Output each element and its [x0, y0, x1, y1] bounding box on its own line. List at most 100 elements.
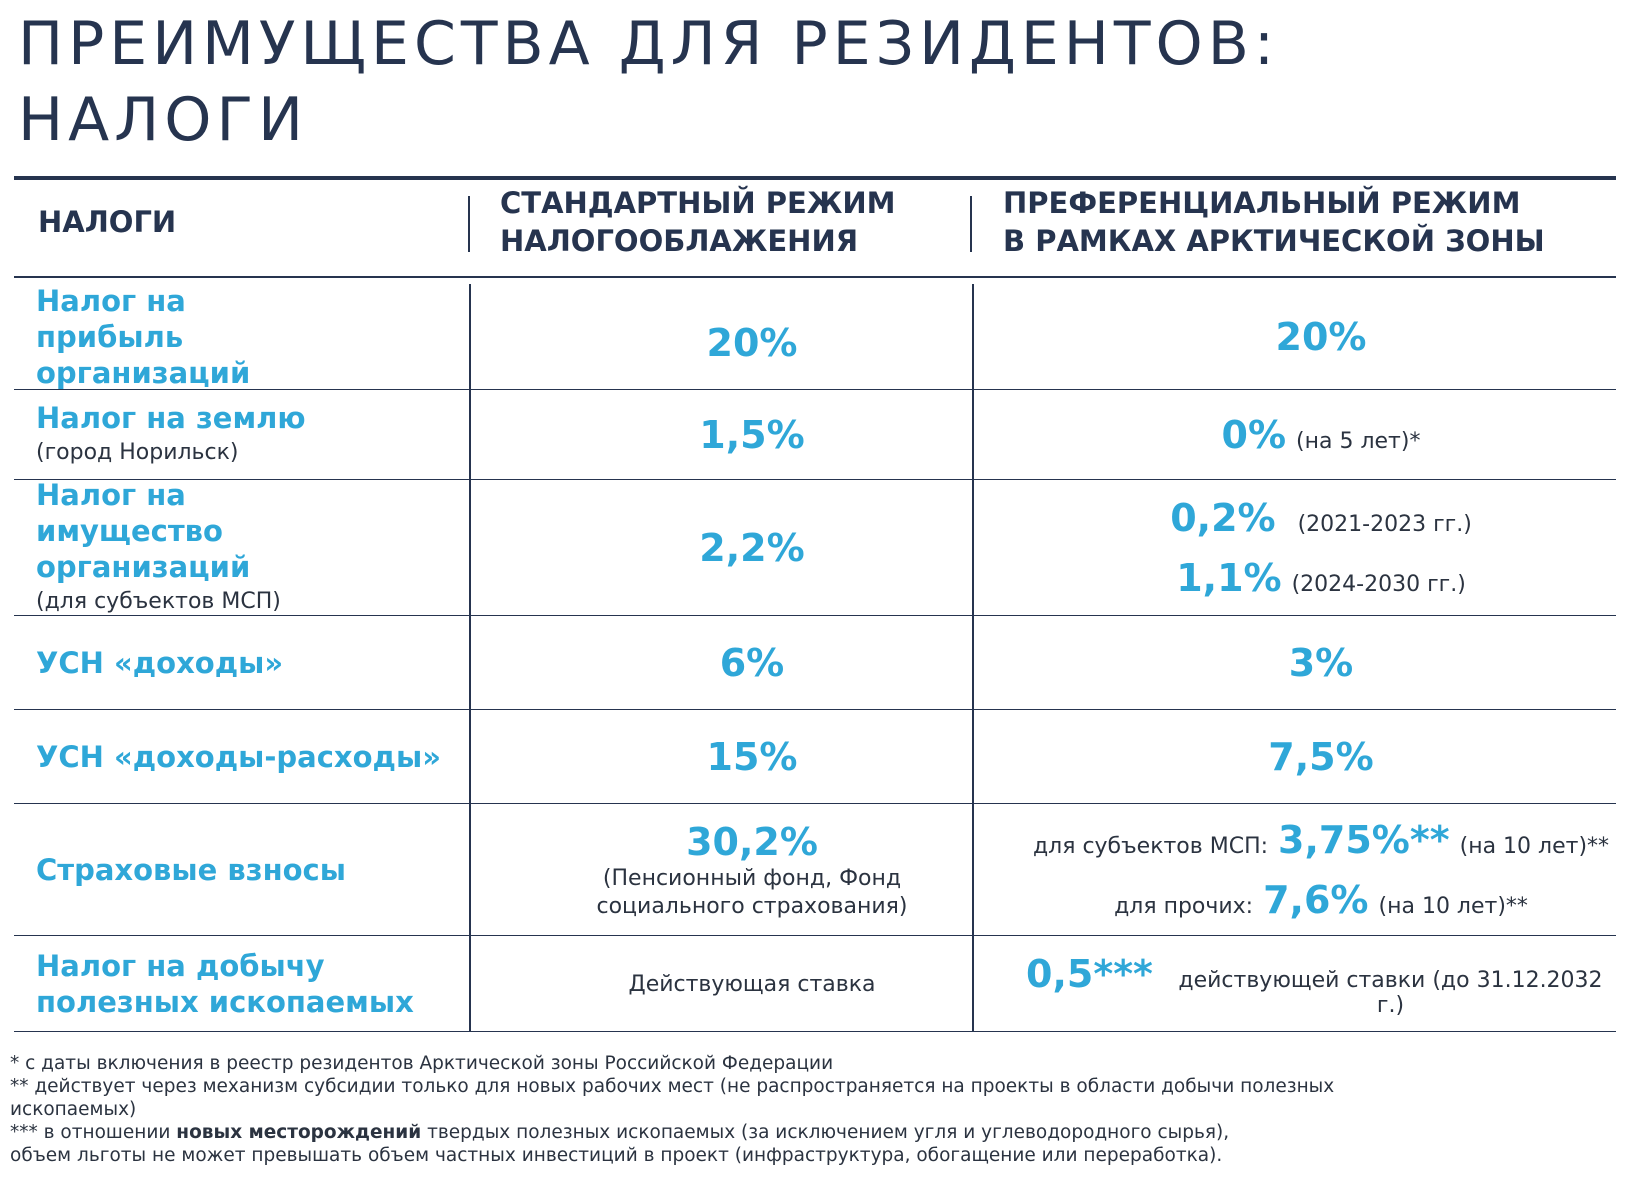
- standard-value: 2,2%: [699, 526, 805, 570]
- row-label: УСН «доходы-расходы»: [36, 740, 441, 774]
- preferential-value-2: 1,1%: [1176, 556, 1282, 600]
- preferential-value: 3%: [1288, 641, 1354, 685]
- column-separator: [972, 710, 974, 804]
- row-divider: [14, 1031, 1616, 1032]
- table-row-usn-income-expense: УСН «доходы-расходы» 15% 7,5%: [14, 710, 1616, 804]
- preferential-cell: 0,2% (2021-2023 гг.) 1,1% (2024-2030 гг.…: [1026, 480, 1616, 616]
- row-label: Налог на имущество организаций: [36, 478, 251, 584]
- page-title-line2: НАЛОГИ: [18, 85, 308, 155]
- standard-value: Действующая ставка: [628, 971, 876, 997]
- preferential-line-2: 1,1% (2024-2030 гг.): [1176, 555, 1466, 601]
- header-standard-line1: СТАНДАРТНЫЙ РЕЖИМ: [500, 186, 896, 220]
- row-label-cell: Страховые взносы: [36, 804, 476, 936]
- standard-note-line2: социального страхования): [596, 894, 908, 919]
- row-label-cell: Налог на имущество организаций (для субъ…: [36, 478, 476, 616]
- row-label-cell: УСН «доходы-расходы»: [36, 710, 476, 804]
- page-title-line1: ПРЕИМУЩЕСТВА ДЛЯ РЕЗИДЕНТОВ:: [18, 9, 1280, 79]
- table-row-mining-tax: Налог на добычу полезных ископаемых Дейс…: [14, 936, 1616, 1032]
- header-separator-1: [468, 196, 470, 252]
- preferential-cell: 0% (на 5 лет)*: [1026, 390, 1616, 480]
- row-label: Налог на прибыль организаций: [36, 284, 251, 390]
- table-row-property-tax: Налог на имущество организаций (для субъ…: [14, 478, 1616, 616]
- standard-value: 1,5%: [699, 413, 805, 457]
- preferential-prefix-2: для прочих:: [1114, 894, 1254, 919]
- preferential-note-1: (2021-2023 гг.): [1297, 512, 1472, 537]
- row-sublabel: (для субъектов МСП): [36, 589, 281, 614]
- standard-cell: 20%: [492, 284, 1012, 390]
- footnote-3-line1: *** в отношении новых месторождений твер…: [10, 1121, 1620, 1144]
- column-separator: [972, 390, 974, 480]
- header-standard-line2: НАЛОГООБЛАЖЕНИЯ: [500, 224, 859, 258]
- preferential-value-2: 7,6%: [1263, 878, 1369, 922]
- footnote-3-prefix: *** в отношении: [10, 1122, 171, 1143]
- preferential-line-1: 0,2% (2021-2023 гг.): [1170, 495, 1472, 541]
- standard-cell: Действующая ставка: [492, 936, 1012, 1032]
- column-separator: [972, 480, 974, 616]
- standard-value: 6%: [719, 641, 785, 685]
- table-top-rule: [14, 176, 1616, 180]
- standard-cell: 2,2%: [492, 480, 1012, 616]
- preferential-value: 20%: [1275, 315, 1367, 359]
- preferential-note: действующей ставки (до 31.12.2032 г.): [1178, 967, 1603, 1018]
- header-separator-2: [970, 196, 972, 252]
- preferential-line: 0,5*** действующей ставки (до 31.12.2032…: [1026, 951, 1616, 1018]
- row-label-line1: Налог на добычу: [36, 949, 325, 983]
- column-separator: [469, 284, 471, 390]
- header-taxes: НАЛОГИ: [38, 205, 177, 239]
- header-preferential: ПРЕФЕРЕНЦИАЛЬНЫЙ РЕЖИМ В РАМКАХ АРКТИЧЕС…: [1003, 184, 1545, 260]
- column-separator: [469, 804, 471, 936]
- column-separator: [972, 936, 974, 1032]
- column-separator: [469, 710, 471, 804]
- row-divider: [14, 615, 1616, 616]
- row-label-cell: Налог на землю (город Норильск): [36, 390, 476, 480]
- footnote-3-bold: новых месторождений: [176, 1122, 422, 1143]
- footnotes: * с даты включения в реестр резидентов А…: [10, 1052, 1620, 1167]
- table-row-profit-tax: Налог на прибыль организаций 20% 20%: [14, 284, 1616, 390]
- row-label: Налог на землю: [36, 401, 306, 435]
- preferential-note: (на 5 лет)*: [1296, 429, 1421, 454]
- preferential-cell: 7,5%: [1026, 710, 1616, 804]
- header-preferential-line2: В РАМКАХ АРКТИЧЕСКОЙ ЗОНЫ: [1003, 224, 1545, 258]
- preferential-value: 0,5***: [1026, 951, 1153, 996]
- row-label: Страховые взносы: [36, 853, 346, 887]
- preferential-note-2: (на 10 лет)**: [1378, 894, 1528, 919]
- row-divider: [14, 389, 1616, 390]
- row-label-cell: Налог на прибыль организаций: [36, 284, 476, 390]
- preferential-note-2: (2024-2030 гг.): [1291, 572, 1466, 597]
- row-sublabel: (город Норильск): [36, 440, 239, 465]
- row-label-line2: полезных ископаемых: [36, 985, 414, 1019]
- footnote-3-line2: объем льготы не может превышать объем ча…: [10, 1145, 1223, 1166]
- table-row-usn-income: УСН «доходы» 6% 3%: [14, 616, 1616, 710]
- standard-value: 20%: [706, 321, 798, 365]
- header-standard: СТАНДАРТНЫЙ РЕЖИМ НАЛОГООБЛАЖЕНИЯ: [500, 184, 895, 260]
- preferential-value-1: 0,2%: [1170, 496, 1276, 540]
- preferential-note-1: (на 10 лет)**: [1459, 834, 1610, 859]
- preferential-value-1: 3,75%**: [1278, 818, 1450, 862]
- preferential-cell: для субъектов МСП: 3,75%** (на 10 лет)**…: [1026, 804, 1616, 936]
- row-label-cell: Налог на добычу полезных ископаемых: [36, 936, 476, 1032]
- row-divider: [14, 479, 1616, 480]
- footnote-3-rest: твердых полезных ископаемых (за исключен…: [427, 1122, 1230, 1143]
- footnote-2-line1: ** действует через механизм субсидии тол…: [10, 1076, 1335, 1097]
- preferential-value: 0%: [1221, 413, 1287, 457]
- preferential-line: 0% (на 5 лет)*: [1222, 412, 1421, 458]
- header-preferential-line1: ПРЕФЕРЕНЦИАЛЬНЫЙ РЕЖИМ: [1003, 186, 1521, 220]
- footnote-2-line2: ископаемых): [10, 1099, 137, 1120]
- standard-value: 15%: [706, 735, 798, 779]
- column-separator: [469, 936, 471, 1032]
- preferential-cell: 3%: [1026, 616, 1616, 710]
- row-divider: [14, 709, 1616, 710]
- preferential-prefix-1: для субъектов МСП:: [1032, 834, 1269, 859]
- column-separator: [972, 804, 974, 936]
- preferential-value: 7,5%: [1268, 735, 1374, 779]
- standard-value: 30,2%: [686, 820, 818, 864]
- header-bottom-rule: [14, 276, 1616, 278]
- table-row-land-tax: Налог на землю (город Норильск) 1,5% 0% …: [14, 390, 1616, 480]
- column-separator: [469, 390, 471, 480]
- row-divider: [14, 935, 1616, 936]
- column-separator: [972, 284, 974, 390]
- column-separator: [469, 616, 471, 710]
- row-divider: [14, 803, 1616, 804]
- preferential-cell: 0,5*** действующей ставки (до 31.12.2032…: [1026, 936, 1616, 1032]
- standard-cell: 15%: [492, 710, 1012, 804]
